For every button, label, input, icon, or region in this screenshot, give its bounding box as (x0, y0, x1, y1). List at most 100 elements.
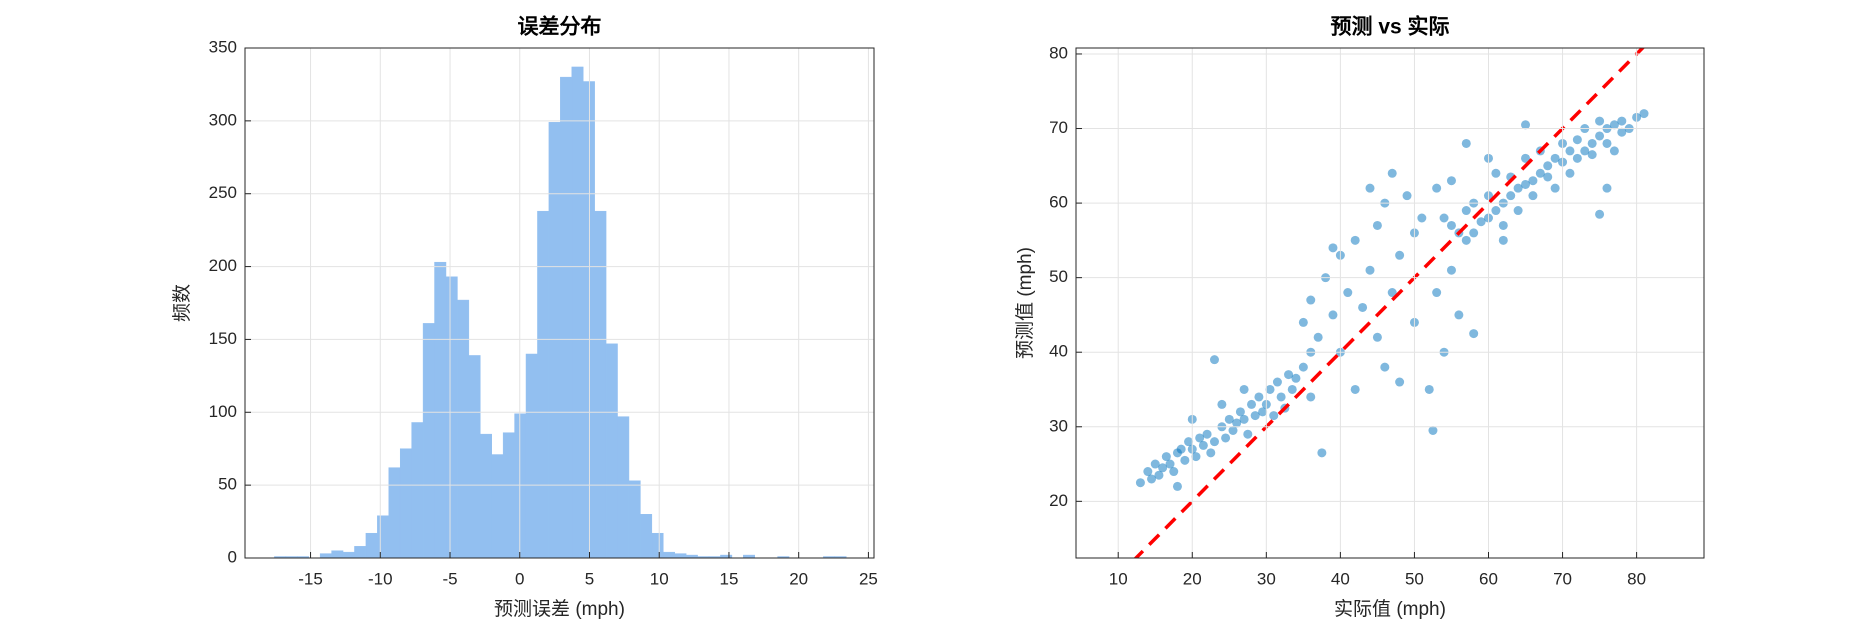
scatter-point (1265, 384, 1275, 394)
bar (651, 532, 664, 558)
y-tick-label: 70 (1049, 118, 1068, 137)
bar (468, 355, 481, 558)
scatter-point (1595, 116, 1605, 126)
y-tick-label: 20 (1049, 491, 1068, 510)
scatter-point (1365, 183, 1375, 193)
scatter-point (1180, 455, 1190, 465)
bar (502, 432, 515, 558)
x-tick-label: 30 (1257, 569, 1276, 588)
bar (548, 122, 561, 558)
scatter-point (1498, 220, 1508, 230)
scatter-point (1609, 146, 1619, 156)
y-tick-label: 300 (209, 110, 237, 129)
bar (388, 467, 401, 558)
bar (674, 553, 687, 558)
x-tick-label: 20 (1183, 569, 1202, 588)
scatter-point (1358, 302, 1368, 312)
scatter-point (1428, 426, 1438, 435)
x-tick-label: -15 (298, 569, 323, 588)
scatter-point (1602, 183, 1612, 193)
y-tick-label: 60 (1049, 193, 1068, 212)
scatter-point (1209, 437, 1219, 447)
scatter-point (1317, 448, 1327, 458)
scatter-point (1461, 206, 1471, 216)
scatter-point (1158, 463, 1168, 473)
y-tick-label: 50 (1049, 267, 1068, 286)
scatter-point (1572, 153, 1582, 163)
scatter-point (1232, 418, 1242, 428)
scatter-point (1202, 429, 1212, 439)
scatter-point (1272, 377, 1282, 387)
scatter-point (1228, 426, 1238, 435)
scatter-point (1343, 288, 1353, 298)
scatter-point (1191, 452, 1201, 462)
scatter-point (1135, 478, 1145, 488)
scatter-point (1209, 355, 1219, 365)
scatter-point (1417, 213, 1427, 223)
scatter-point (1543, 172, 1553, 182)
scatter-point (1387, 288, 1397, 298)
axes-box (1075, 47, 1705, 559)
scatter-point (1298, 317, 1308, 327)
y-tick-label: 80 (1049, 43, 1068, 62)
scatter-point (1550, 153, 1560, 163)
x-axis-label: 实际值 (mph) (1334, 598, 1446, 620)
scatter-point (1276, 392, 1286, 402)
scatter-point (1250, 411, 1260, 421)
scatter-point (1491, 206, 1501, 216)
bar (617, 416, 630, 558)
scatter-point (1617, 127, 1627, 137)
scatter-point (1587, 138, 1597, 148)
scatter-point (1313, 332, 1323, 342)
scatter-point (1291, 373, 1301, 383)
bar (663, 551, 675, 558)
y-tick-label: 100 (209, 402, 237, 421)
scatter-point (1169, 467, 1179, 477)
scatter-point (1195, 433, 1205, 443)
scatter-point (1572, 135, 1582, 145)
scatter-point (1454, 310, 1464, 320)
scatter-point (1235, 407, 1245, 417)
scatter-point (1184, 437, 1194, 447)
bar (399, 448, 412, 558)
x-tick-label: 0 (515, 569, 524, 588)
scatter-point (1535, 168, 1545, 178)
scatter-point (1243, 429, 1253, 439)
scatter-point (1528, 191, 1538, 201)
bar (434, 261, 447, 558)
scatter-point (1461, 138, 1471, 148)
scatter-point (1439, 213, 1449, 223)
x-tick-label: 5 (585, 569, 594, 588)
scatter-point (1617, 116, 1627, 126)
bar (480, 433, 492, 558)
scatter-point (1446, 176, 1456, 186)
y-axis-label: 频数 (171, 284, 193, 322)
x-tick-label: 15 (719, 569, 738, 588)
y-tick-label: 30 (1049, 416, 1068, 435)
x-tick-label: 10 (1109, 569, 1128, 588)
scatter-point (1513, 206, 1523, 216)
bar (594, 210, 607, 558)
scatter-point (1306, 295, 1316, 305)
bar (411, 422, 424, 558)
scatter-point (1372, 220, 1382, 230)
scatter-point (1543, 161, 1553, 171)
scatter-point (1506, 191, 1516, 201)
bar (422, 323, 435, 558)
bar (445, 276, 458, 558)
x-tick-label: 60 (1479, 569, 1498, 588)
scatter-point (1154, 470, 1164, 480)
bar (560, 76, 573, 558)
bar (514, 413, 527, 558)
scatter-point (1247, 399, 1257, 409)
bar (628, 480, 641, 558)
scatter-point (1469, 329, 1479, 339)
y-tick-label: 40 (1049, 342, 1068, 361)
scatter-point (1387, 168, 1397, 178)
scatter-point (1350, 235, 1360, 245)
bar (331, 550, 344, 558)
scatter-point (1298, 362, 1308, 372)
scatter-point (1609, 120, 1619, 130)
scatter-point (1372, 332, 1382, 342)
x-tick-label: 40 (1331, 569, 1350, 588)
